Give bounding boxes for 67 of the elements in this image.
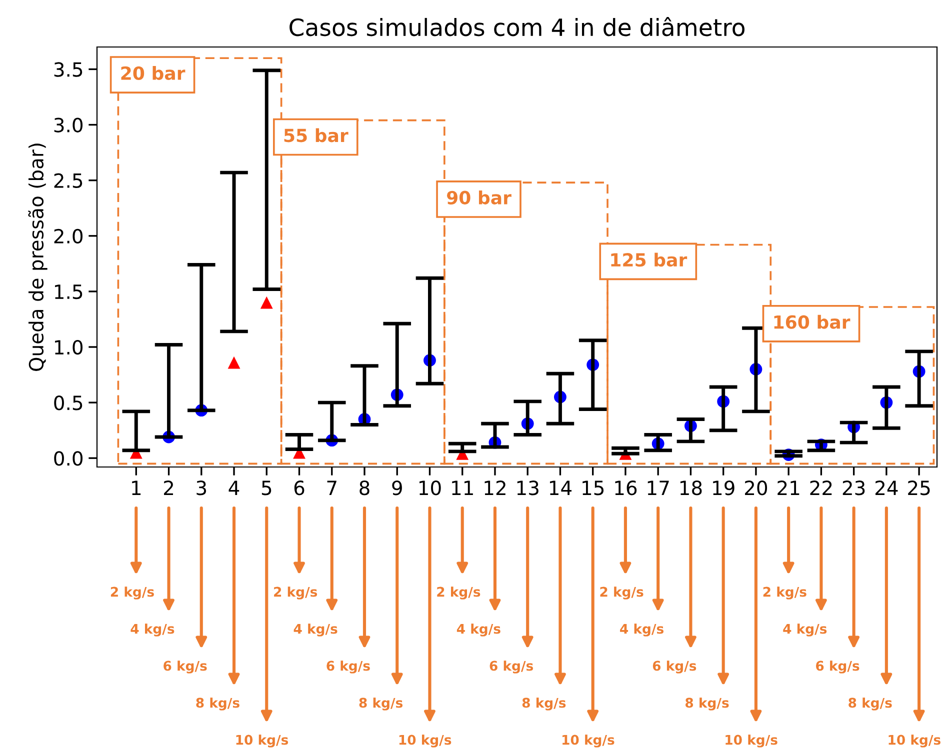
annotation: 55 bar [284, 128, 348, 142]
point [260, 296, 273, 309]
annotation: 160 bar [774, 314, 850, 329]
text: 4 kg/s [783, 624, 827, 636]
x-tick-label: 22 [810, 480, 832, 495]
x-tick-label: 7 [327, 480, 336, 495]
x-tick-label: 5 [262, 480, 272, 496]
x-tick-label: 12 [484, 480, 506, 495]
y-tick-label: 3.5 [54, 62, 82, 77]
text: 4 kg/s [294, 624, 338, 636]
annotation: 125 bar [611, 252, 688, 267]
text: 10 kg/s [726, 734, 778, 748]
x-tick-label: 2 [164, 480, 174, 495]
text: 6 kg/s [164, 660, 207, 674]
text: 10 kg/s [888, 734, 940, 748]
x-tick-label: 24 [875, 480, 898, 495]
text: 6 kg/s [326, 660, 370, 674]
y-tick-label: 0.5 [54, 396, 82, 410]
x-tick-label: 9 [392, 480, 402, 496]
chart-title: Casos simulados com 4 in de diâmetro [290, 17, 744, 36]
x-tick-label: 14 [550, 480, 572, 495]
x-tick-label: 21 [778, 480, 800, 495]
text: 2 kg/s [600, 586, 644, 600]
y-tick-label: 1.5 [55, 284, 82, 300]
text: 10 kg/s [236, 734, 288, 748]
x-tick-label: 16 [615, 480, 637, 496]
text: 2 kg/s [110, 586, 154, 600]
x-tick-label: 4 [228, 480, 240, 495]
text: 2 kg/s [763, 586, 806, 600]
text: 8 kg/s [685, 698, 729, 710]
x-tick-label: 19 [713, 480, 734, 496]
text: 8 kg/s [522, 698, 566, 710]
text: 8 kg/s [196, 698, 240, 710]
text: 8 kg/s [848, 698, 892, 710]
text: 2 kg/s [274, 586, 318, 600]
x-tick-label: 18 [680, 480, 702, 496]
x-tick-label: 10 [420, 480, 441, 496]
text: 10 kg/s [562, 734, 614, 748]
text: 6 kg/s [490, 660, 533, 674]
text: 10 kg/s [399, 734, 452, 748]
text: 6 kg/s [652, 660, 696, 674]
y-tick-label: 3.0 [54, 118, 83, 132]
x-tick-label: 25 [908, 480, 930, 496]
annotation: 20 bar [121, 66, 186, 80]
text: 4 kg/s [620, 624, 664, 636]
y-tick-label: 0.0 [54, 451, 83, 466]
x-tick-label: 3 [196, 480, 206, 496]
text: 2 kg/s [437, 586, 480, 600]
x-tick-label: 23 [842, 480, 865, 496]
x-tick-label: 1 [132, 480, 141, 495]
x-tick-label: 20 [745, 480, 768, 496]
x-tick-label: 6 [294, 480, 304, 496]
x-tick-label: 15 [582, 480, 604, 496]
text: 4 kg/s [130, 624, 174, 636]
text: 6 kg/s [816, 660, 860, 674]
annotation: 90 bar [446, 190, 512, 204]
point [228, 356, 240, 369]
x-tick-label: 8 [360, 480, 370, 496]
y-tick-label: 1.0 [55, 340, 83, 355]
text: 4 kg/s [456, 624, 500, 636]
y-tick-label: 2.5 [54, 173, 82, 188]
x-tick-label: 11 [452, 480, 473, 495]
x-tick-label: 17 [648, 480, 669, 495]
text: 8 kg/s [359, 698, 403, 710]
x-tick-label: 13 [517, 480, 538, 496]
y-axis-title: Queda de pressão (bar) [28, 144, 48, 371]
y-tick-label: 2.0 [54, 228, 83, 244]
